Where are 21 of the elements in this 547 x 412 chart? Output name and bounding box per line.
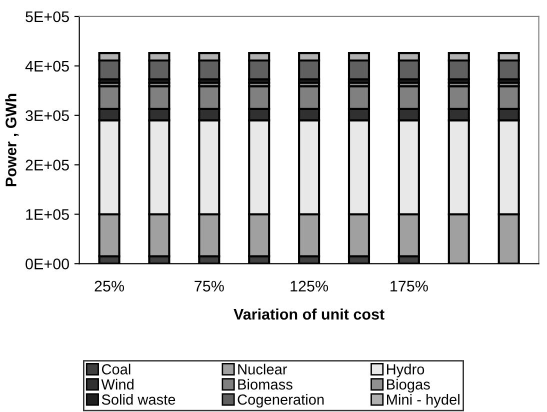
legend-label: Biomass	[238, 378, 292, 390]
legend-label: Wind	[101, 378, 134, 390]
y-tick-label: 5E+05	[26, 11, 69, 22]
x-tick-label: 25%	[94, 280, 124, 292]
x-tick-label: 175%	[390, 280, 428, 292]
y-tick-label: 4E+05	[25, 60, 69, 72]
x-axis-title: Variation of unit cost	[234, 308, 384, 320]
y-axis-title: Power , GWh	[5, 94, 19, 186]
y-tick-label: 1E+05	[26, 209, 69, 220]
legend-label: Nuclear	[238, 364, 288, 374]
x-tick-label: 125%	[290, 280, 328, 292]
x-tick-label: 75%	[194, 280, 224, 292]
y-tick-label: 3E+05	[26, 110, 69, 122]
legend-label: Biogas	[387, 378, 430, 392]
y-tick-label: 2E+05	[26, 160, 69, 170]
legend-label: Mini - hydel	[387, 394, 460, 408]
y-tick-label: 0E+00	[26, 258, 69, 270]
legend-label: Hydro	[387, 364, 424, 378]
legend-label: Coal	[102, 364, 130, 374]
legend-label: Cogeneration	[238, 394, 324, 408]
legend-label: Solid waste	[102, 394, 176, 405]
